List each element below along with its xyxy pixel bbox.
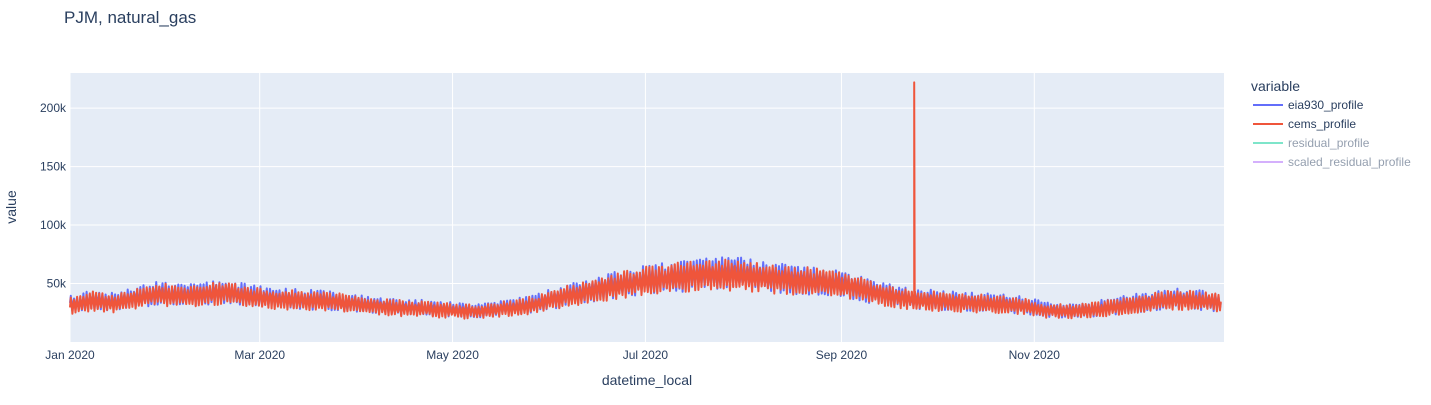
x-tick-label: Mar 2020 bbox=[234, 348, 285, 362]
y-tick-label: 50k bbox=[47, 277, 67, 291]
legend-label: cems_profile bbox=[1288, 117, 1356, 131]
y-tick-label: 100k bbox=[40, 218, 67, 232]
legend-item-scaled_residual_profile[interactable]: scaled_residual_profile bbox=[1253, 155, 1411, 169]
legend-label: eia930_profile bbox=[1288, 98, 1364, 112]
x-axis-label: datetime_local bbox=[602, 372, 692, 388]
grid-lines bbox=[69, 73, 1224, 342]
legend-item-residual_profile[interactable]: residual_profile bbox=[1253, 136, 1370, 150]
chart-title: PJM, natural_gas bbox=[64, 8, 196, 27]
legend-title: variable bbox=[1251, 78, 1300, 94]
legend-item-eia930_profile[interactable]: eia930_profile bbox=[1253, 98, 1364, 112]
legend-label: residual_profile bbox=[1288, 136, 1370, 150]
legend-item-cems_profile[interactable]: cems_profile bbox=[1253, 117, 1356, 131]
y-tick-label: 150k bbox=[40, 160, 67, 174]
x-tick-label: Jul 2020 bbox=[623, 348, 669, 362]
y-axis-ticks: 50k 100k 150k 200k bbox=[40, 101, 67, 290]
x-tick-label: Jan 2020 bbox=[45, 348, 95, 362]
x-tick-label: Sep 2020 bbox=[816, 348, 868, 362]
legend-items: eia930_profile cems_profile residual_profi… bbox=[1253, 98, 1411, 169]
legend: variable eia930_profile cems_profileresid… bbox=[1251, 78, 1411, 169]
series-line-cems_profile[interactable] bbox=[69, 81, 1222, 320]
x-tick-label: May 2020 bbox=[426, 348, 479, 362]
legend-label: scaled_residual_profile bbox=[1288, 155, 1411, 169]
y-axis-label: value bbox=[3, 190, 19, 224]
y-tick-label: 200k bbox=[40, 101, 67, 115]
series-lines bbox=[69, 81, 1222, 320]
x-tick-label: Nov 2020 bbox=[1009, 348, 1061, 362]
x-axis-ticks: Jan 2020 Mar 2020 May 2020 Jul 2020 Sep 2020… bbox=[45, 348, 1060, 362]
